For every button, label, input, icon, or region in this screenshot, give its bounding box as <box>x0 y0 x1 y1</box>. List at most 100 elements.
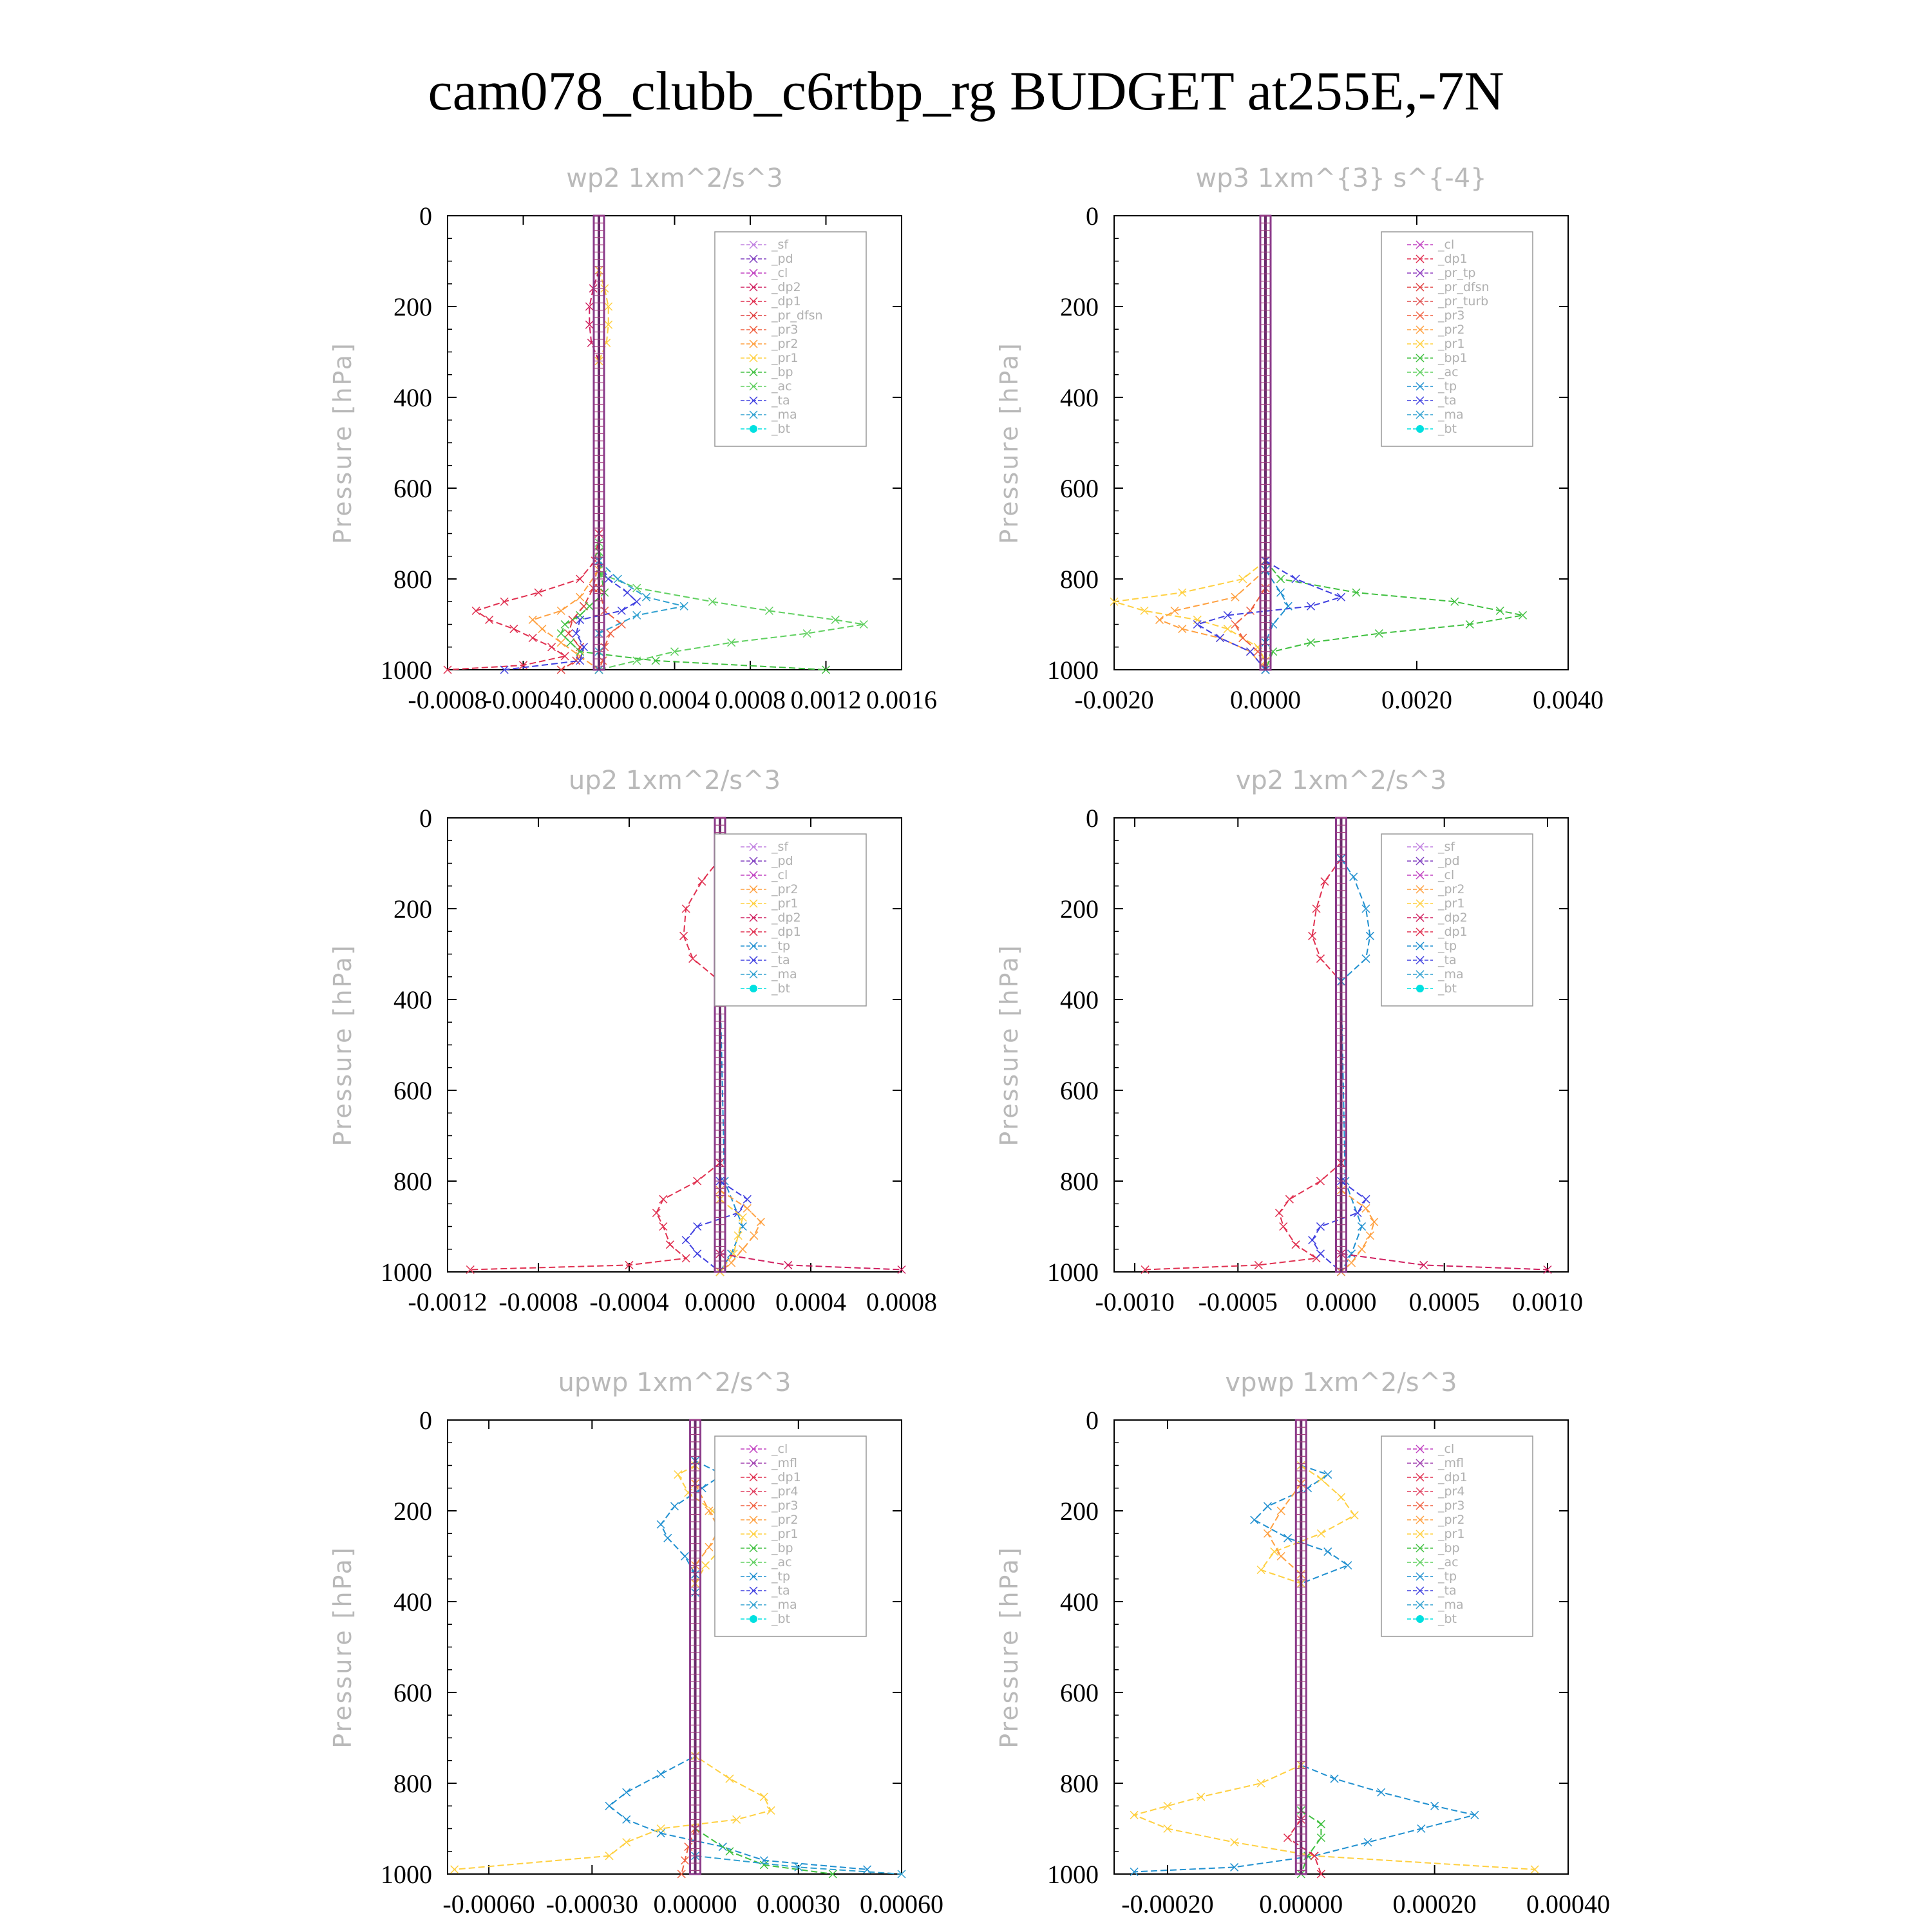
x-tick-label: 0.0000 <box>564 685 634 714</box>
series-line <box>504 561 637 670</box>
data-point <box>1292 1241 1300 1249</box>
legend-label: _pr2 <box>1437 323 1464 337</box>
data-point <box>561 621 569 629</box>
legend-label: _dp2 <box>771 280 801 294</box>
x-tick-label: 0.0010 <box>1512 1287 1583 1316</box>
data-point <box>1264 1530 1271 1537</box>
data-point <box>623 1839 630 1846</box>
legend-label: _cl <box>771 868 788 882</box>
legend-label: _pr_dfsn <box>1437 280 1490 294</box>
series-line <box>599 543 864 670</box>
data-point <box>1280 1223 1287 1231</box>
legend-label: _pd <box>1437 854 1460 868</box>
data-point <box>689 955 697 963</box>
data-point <box>1324 1471 1332 1479</box>
legend-label: _cl <box>1437 868 1454 882</box>
legend-label: _pr1 <box>1437 337 1464 351</box>
y-tick-label: 600 <box>393 1076 432 1105</box>
panel-6: vpwp 1xm^2/s^3Pressure [hPa]020040060080… <box>995 1368 1610 1918</box>
legend-label: _pr2 <box>771 337 798 351</box>
data-point <box>1317 1820 1325 1828</box>
legend-label: _dp1 <box>1437 252 1468 266</box>
legend-marker <box>750 985 757 992</box>
data-point <box>1164 1802 1171 1810</box>
legend-label: _ma <box>1437 408 1464 422</box>
y-tick-label: 400 <box>393 383 432 412</box>
data-point <box>1358 1223 1366 1231</box>
x-tick-label: 0.0000 <box>685 1287 755 1316</box>
x-tick-label: -0.0008 <box>498 1287 578 1316</box>
x-tick-label: 0.00020 <box>1393 1889 1477 1918</box>
data-point <box>1366 1232 1374 1240</box>
data-point <box>548 643 556 651</box>
y-tick-label: 400 <box>1060 383 1099 412</box>
panel-title: vp2 1xm^2/s^3 <box>1236 766 1447 795</box>
legend: _sf_pd_cl_pr2_pr1_dp2_dp1_tp_ta_ma_bt <box>715 834 866 1006</box>
data-point <box>674 1471 682 1479</box>
y-tick-label: 1000 <box>381 1860 432 1889</box>
y-tick-label: 0 <box>1086 1406 1099 1435</box>
data-point <box>529 634 536 642</box>
data-point <box>580 643 588 651</box>
data-point <box>1277 1507 1285 1515</box>
series-line <box>681 1829 695 1875</box>
data-point <box>1285 1195 1293 1203</box>
legend-label: _bp1 <box>1437 351 1468 365</box>
x-tick-label: 0.0016 <box>866 685 937 714</box>
data-point <box>694 1250 701 1258</box>
y-tick-label: 200 <box>393 895 432 923</box>
data-point <box>1130 1811 1138 1819</box>
data-point <box>472 607 480 614</box>
data-point <box>681 1553 689 1560</box>
legend-label: _ac <box>771 1555 792 1569</box>
legend-label: _bt <box>771 1612 790 1626</box>
series-dp1 <box>1284 1815 1325 1878</box>
data-point <box>1275 1209 1283 1217</box>
y-tick-label: 600 <box>1060 1678 1099 1707</box>
data-point <box>451 1866 459 1873</box>
legend-label: _ma <box>771 408 797 422</box>
data-point <box>1316 955 1324 963</box>
y-tick-label: 400 <box>1060 1587 1099 1616</box>
legend-label: _ma <box>771 967 797 981</box>
legend-label: _pr3 <box>1437 1499 1464 1513</box>
y-tick-label: 1000 <box>1047 656 1099 685</box>
data-point <box>1277 1553 1285 1560</box>
legend-label: _cl <box>771 1442 788 1456</box>
legend: _sf_pd_cl_pr2_pr1_dp2_dp1_tp_ta_ma_bt <box>1381 834 1533 1006</box>
legend-label: _pr_dfsn <box>771 308 823 323</box>
legend-label: _bp <box>771 365 793 379</box>
panel-title: vpwp 1xm^2/s^3 <box>1225 1368 1457 1397</box>
data-point <box>1257 1566 1265 1574</box>
data-point <box>1362 1195 1370 1203</box>
legend-label: _ta <box>1437 953 1457 967</box>
series-line <box>561 552 826 670</box>
legend-label: _ma <box>771 1598 797 1612</box>
series-pr2 <box>1338 1186 1378 1276</box>
data-point <box>666 1241 674 1249</box>
data-point <box>680 932 688 940</box>
legend-label: _tp <box>771 939 790 953</box>
x-tick-label: 0.0005 <box>1409 1287 1480 1316</box>
y-tick-label: 1000 <box>381 1258 432 1287</box>
panel-1: wp2 1xm^2/s^3 Pressure [hPa] 0 200 400 600 800… <box>328 164 937 714</box>
legend-label: _sf <box>1437 840 1455 854</box>
y-tick-label: 600 <box>393 1678 432 1707</box>
data-point <box>694 1177 701 1185</box>
legend: _cl_mfl_dp1_pr4_pr3_pr2_pr1_bp_ac_tp_ta_… <box>715 1436 866 1636</box>
data-point <box>633 611 641 619</box>
data-point <box>1350 873 1358 881</box>
data-point <box>1316 1250 1324 1258</box>
data-point <box>576 575 584 583</box>
data-point <box>657 1825 665 1833</box>
y-tick-label: 600 <box>1060 474 1099 503</box>
data-point <box>657 1770 665 1778</box>
data-point <box>510 625 518 633</box>
y-tick-label: 800 <box>393 1167 432 1196</box>
legend: _sf_pd_cl_dp2_dp1_pr_dfsn_pr3_pr2_pr1_bp… <box>715 232 866 446</box>
data-point <box>623 589 631 596</box>
data-point <box>750 1232 758 1240</box>
y-tick-label: 0 <box>419 202 432 231</box>
legend-label: _cl <box>1437 238 1454 252</box>
legend-label: _pd <box>771 854 793 868</box>
